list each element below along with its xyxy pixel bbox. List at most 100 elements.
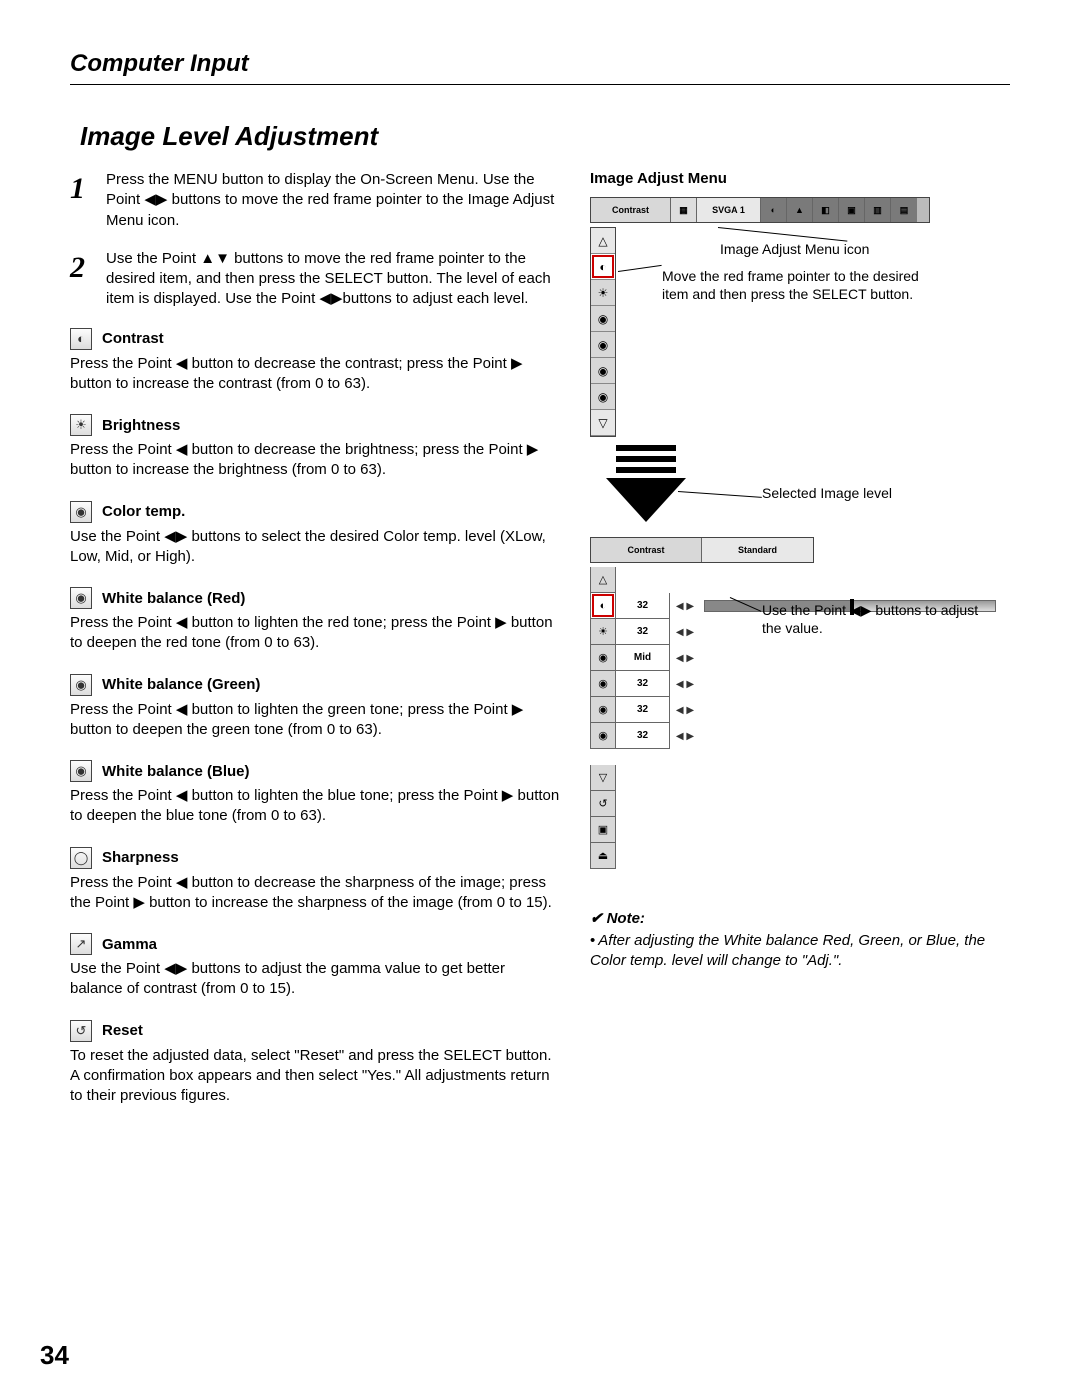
callout-line <box>678 491 762 498</box>
right-column: Image Adjust Menu Contrast ▦ SVGA 1 ◐ ▲ … <box>590 170 1000 1126</box>
menu-tab-icon: ▣ <box>839 198 865 222</box>
value-row: ◉32◀ ▶ <box>590 671 1000 697</box>
scroll-down-icon: ▽ <box>591 410 615 436</box>
step-number: 2 <box>70 249 106 310</box>
item-body: Press the Point ◀ button to decrease the… <box>70 440 560 481</box>
item-icon: ↗ <box>70 933 92 955</box>
left-column: 1 Press the MENU button to display the O… <box>70 170 560 1126</box>
menu-icon-cell: ▦ <box>671 198 697 222</box>
note-body: After adjusting the White balance Red, G… <box>590 931 1000 972</box>
item-icon: ◐ <box>70 328 92 350</box>
brightness-icon: ☀ <box>591 280 615 306</box>
store-icon: ▣ <box>590 817 616 843</box>
step-text: Press the MENU button to display the On-… <box>106 170 560 231</box>
item-icon: ☀ <box>70 414 92 436</box>
wb-red-icon: ◉ <box>591 332 615 358</box>
annot-adjust-value: Use the Point ◀▶ buttons to adjust the v… <box>762 601 982 637</box>
step-1: 1 Press the MENU button to display the O… <box>70 170 560 231</box>
adjustment-item: ↗ Gamma Use the Point ◀▶ buttons to adjust… <box>70 933 560 1000</box>
item-body: Press the Point ◀ button to decrease the… <box>70 354 560 395</box>
menu-tab-icon: ▥ <box>865 198 891 222</box>
value-box: 32 <box>616 697 670 723</box>
menu-tab-adjust-icon: ◐ <box>761 198 787 222</box>
scroll-down-icon: ▽ <box>590 765 616 791</box>
note-title: Note: <box>590 909 1000 927</box>
wb-green-icon: ◉ <box>591 358 615 384</box>
step-number: 1 <box>70 170 106 231</box>
item-body: Press the Point ◀ button to lighten the … <box>70 613 560 654</box>
adjustment-item: ◯ Sharpness Press the Point ◀ button to de… <box>70 847 560 914</box>
value-arrows-icon: ◀ ▶ <box>670 723 700 749</box>
item-icon: ◉ <box>70 760 92 782</box>
adjustment-item: ◉ White balance (Blue) Press the Point ◀ b… <box>70 760 560 827</box>
menu-title-cell: Contrast <box>591 198 671 222</box>
item-body: Press the Point ◀ button to lighten the … <box>70 700 560 741</box>
value-arrows-icon: ◀ ▶ <box>670 671 700 697</box>
annot-selected-level: Selected Image level <box>762 485 892 501</box>
page-number: 34 <box>40 1340 69 1371</box>
contrast-icon: ◐ <box>591 254 615 280</box>
item-icon: ◉ <box>70 501 92 523</box>
item-icon: ◉ <box>70 587 92 609</box>
item-title: Color temp. <box>102 503 185 520</box>
value-box: 32 <box>616 619 670 645</box>
item-title: White balance (Red) <box>102 590 245 607</box>
section-title: Image Level Adjustment <box>80 121 1010 152</box>
value-arrows-icon: ◀ ▶ <box>670 619 700 645</box>
item-icon: ↺ <box>70 1020 92 1042</box>
adjustment-item: ◉ Color temp. Use the Point ◀▶ buttons to … <box>70 501 560 568</box>
menu-tab-icon: ▲ <box>787 198 813 222</box>
value-box: 32 <box>616 723 670 749</box>
value-row-icon: ☀ <box>590 619 616 645</box>
divider <box>70 84 1010 85</box>
value-row: ◉32◀ ▶ <box>590 697 1000 723</box>
scroll-up-icon: △ <box>591 228 615 254</box>
item-title: Sharpness <box>102 849 179 866</box>
adjustment-item: ↺ Reset To reset the adjusted data, select… <box>70 1020 560 1107</box>
step-text: Use the Point ▲▼ buttons to move the red… <box>106 249 560 310</box>
value-row-icon: ◉ <box>590 697 616 723</box>
image-adjust-heading: Image Adjust Menu <box>590 170 1000 187</box>
item-title: White balance (Blue) <box>102 763 250 780</box>
adjustment-item: ◉ White balance (Green) Press the Point ◀ … <box>70 674 560 741</box>
quit-icon: ⏏ <box>590 843 616 869</box>
item-body: Use the Point ◀▶ buttons to select the d… <box>70 527 560 568</box>
wb-blue-icon: ◉ <box>591 384 615 410</box>
adjustment-item: ◐ Contrast Press the Point ◀ button to dec… <box>70 328 560 395</box>
value-row: ◉32◀ ▶ <box>590 723 1000 749</box>
menu-tab-icon: ▤ <box>891 198 917 222</box>
item-title: Brightness <box>102 417 180 434</box>
value-row: ◉Mid◀ ▶ <box>590 645 1000 671</box>
item-title: Gamma <box>102 936 157 953</box>
item-body: Press the Point ◀ button to lighten the … <box>70 786 560 827</box>
item-body: Press the Point ◀ button to decrease the… <box>70 873 560 914</box>
item-title: Reset <box>102 1022 143 1039</box>
item-title: Contrast <box>102 330 164 347</box>
menu-mode-cell: SVGA 1 <box>697 198 761 222</box>
menu-tab-icon: ◧ <box>813 198 839 222</box>
value-arrows-icon: ◀ ▶ <box>670 645 700 671</box>
menu-bar: Contrast ▦ SVGA 1 ◐ ▲ ◧ ▣ ▥ ▤ <box>590 197 930 223</box>
value-title-cell: Contrast <box>591 538 702 562</box>
item-icon: ◉ <box>70 674 92 696</box>
item-title: White balance (Green) <box>102 676 260 693</box>
value-arrows-icon: ◀ ▶ <box>670 593 700 619</box>
value-row-icon: ◐ <box>590 593 616 619</box>
item-icon: ◯ <box>70 847 92 869</box>
adjustment-item: ☀ Brightness Press the Point ◀ button to d… <box>70 414 560 481</box>
item-body: Use the Point ◀▶ buttons to adjust the g… <box>70 959 560 1000</box>
big-down-arrow <box>616 445 676 525</box>
annot-move-pointer: Move the red frame pointer to the desire… <box>662 267 942 303</box>
value-box: 32 <box>616 593 670 619</box>
color-temp-icon: ◉ <box>591 306 615 332</box>
chapter-title: Computer Input <box>70 50 1010 78</box>
value-row-icon: ◉ <box>590 671 616 697</box>
value-arrows-icon: ◀ ▶ <box>670 697 700 723</box>
scroll-up-icon: △ <box>590 567 616 593</box>
item-body: To reset the adjusted data, select "Rese… <box>70 1046 560 1107</box>
adjustment-item: ◉ White balance (Red) Press the Point ◀ bu… <box>70 587 560 654</box>
value-mode-cell: Standard <box>702 538 813 562</box>
value-box: Mid <box>616 645 670 671</box>
menu-icon-column: △ ◐ ☀ ◉ ◉ ◉ ◉ ▽ <box>590 227 616 437</box>
value-row-icon: ◉ <box>590 723 616 749</box>
